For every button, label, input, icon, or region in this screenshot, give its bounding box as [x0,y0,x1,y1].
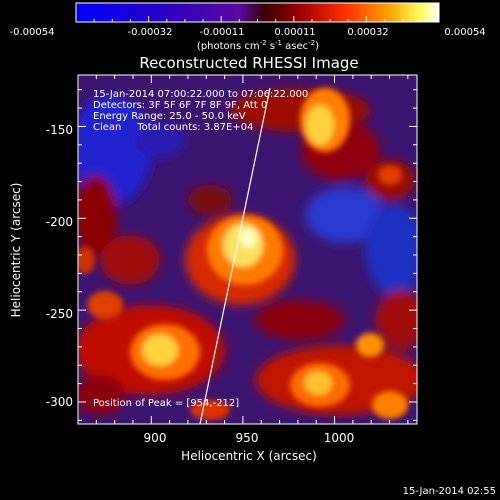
y-tick-label: -300 [46,395,73,409]
colorbar: -0.00054 -0.00032 -0.00011 0.00011 0.000… [10,2,486,52]
colorbar-ticks [75,16,440,22]
colorbar-tick-label: -0.00032 [128,27,173,38]
colorbar-units: (photons cm-2 s-1 asec-2) [197,39,319,52]
y-tick-label: -250 [46,307,73,321]
annotation-energy-range: Energy Range: 25.0 - 50.0 keV [93,111,246,122]
annotation-time-range: 15-Jan-2014 07:00:22.000 to 07:06:22.000 [93,89,308,100]
rhessi-image [78,75,417,424]
x-tick-label: 950 [236,431,259,445]
annotation-detectors: Detectors: 3F 5F 6F 7F 8F 9F, Att 0 [93,100,267,111]
plot-frame [77,74,418,425]
colorbar-tick-label: 0.00011 [274,27,315,38]
x-axis-label: Heliocentric X (arcsec) [181,449,317,463]
image-annotations: 15-Jan-2014 07:00:22.000 to 07:06:22.000… [93,89,308,409]
annotation-clean-counts: Clean Total counts: 3.87E+04 [93,122,253,133]
x-tick-label: 1000 [324,431,355,445]
colorbar-tick-label: -0.00054 [10,27,55,38]
axis-ticks [77,75,417,424]
y-tick-label: -200 [46,215,73,229]
plot-timestamp: 15-Jan-2014 02:55 [403,486,496,497]
y-axis-label: Heliocentric Y (arcsec) [9,183,23,318]
annotation-peak-position: Position of Peak = [954,-212] [93,398,239,409]
colorbar-tick-label: 0.00054 [444,27,485,38]
image-blobs-hot [78,88,408,420]
solar-limb-line [199,87,271,424]
y-tick-label: -150 [46,123,73,137]
x-tick-label: 900 [144,431,167,445]
colorbar-tick-label: -0.00011 [200,27,245,38]
plot-title: Reconstructed RHESSI Image [139,54,358,72]
colorbar-tick-label: 0.00032 [347,27,388,38]
